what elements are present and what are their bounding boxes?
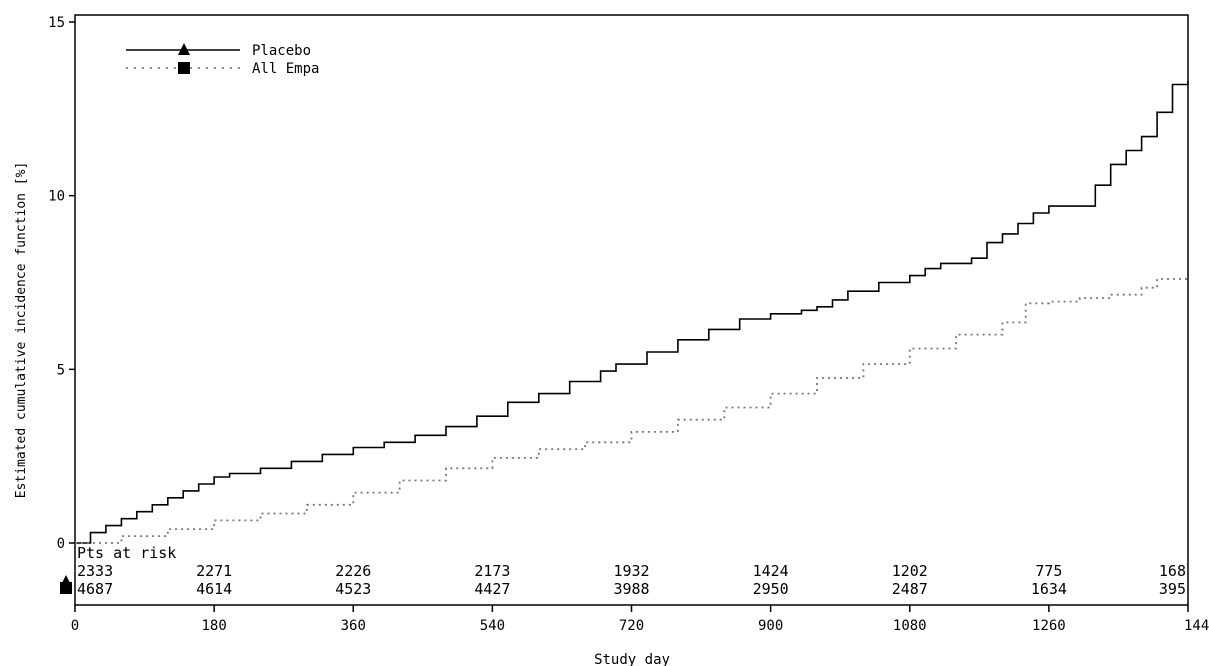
x-tick-label: 0: [71, 618, 79, 634]
y-axis-label: Estimated cumulative incidence function …: [14, 162, 29, 499]
at-risk-placebo-row: 2333 2271 2226 2173 1932 1424 1202 775 168: [77, 562, 1186, 580]
at-risk-empa-value: 2487: [892, 580, 928, 598]
series-layer: [75, 81, 1189, 544]
at-risk-placebo-value: 1202: [892, 562, 928, 580]
y-axis: 0 5 10 15: [48, 15, 75, 552]
square-icon: [178, 62, 190, 74]
at-risk-placebo-value: 1424: [753, 562, 789, 580]
x-tick-label: 180: [201, 618, 226, 634]
series-line-all-empa: [75, 278, 1188, 544]
at-risk-empa-value: 1634: [1031, 580, 1067, 598]
at-risk-placebo-value: 1932: [613, 562, 649, 580]
at-risk-empa-value: 395: [1159, 580, 1186, 598]
at-risk-empa-value: 4614: [196, 580, 232, 598]
at-risk-title: Pts at risk: [77, 544, 176, 562]
at-risk-placebo-value: 775: [1035, 562, 1062, 580]
x-tick-label: 540: [480, 618, 505, 634]
triangle-icon: [178, 43, 190, 55]
at-risk-empa-value: 2950: [753, 580, 789, 598]
at-risk-empa-value: 4427: [474, 580, 510, 598]
legend-placebo-label: Placebo: [252, 43, 311, 59]
y-tick-label: 15: [48, 15, 65, 31]
x-tick-label: 1260: [1032, 618, 1066, 634]
at-risk-placebo-value: 168: [1159, 562, 1186, 580]
series-line-placebo: [75, 81, 1189, 544]
y-tick-label: 5: [57, 362, 65, 378]
x-axis-label: Study day: [594, 652, 670, 666]
x-tick-label: 900: [758, 618, 783, 634]
at-risk-placebo-value: 2271: [196, 562, 232, 580]
at-risk-empa-value: 4687: [77, 580, 113, 598]
at-risk-placebo-value: 2226: [335, 562, 371, 580]
legend: Placebo All Empa: [126, 43, 319, 77]
plot-frame: [74, 14, 1189, 606]
x-tick-label: 1440: [1184, 618, 1209, 634]
at-risk-empa-value: 3988: [613, 580, 649, 598]
x-tick-label: 360: [341, 618, 366, 634]
square-icon: [60, 582, 72, 594]
x-tick-label: 1080: [893, 618, 927, 634]
at-risk-placebo-value: 2173: [474, 562, 510, 580]
at-risk-placebo-value: 2333: [77, 562, 113, 580]
x-axis: 0 180 360 540 720 900 1080 1260 1440: [71, 605, 1209, 634]
x-tick-label: 720: [619, 618, 644, 634]
y-tick-label: 0: [57, 536, 65, 552]
legend-empa-label: All Empa: [252, 61, 319, 77]
y-tick-label: 10: [48, 189, 65, 205]
at-risk-empa-value: 4523: [335, 580, 371, 598]
at-risk-table: Pts at risk 2333 2271 2226 2173 1932 1424 1202…: [60, 544, 1186, 598]
at-risk-empa-row: 4687 4614 4523 4427 3988 2950 2487 1634 395: [77, 580, 1186, 598]
